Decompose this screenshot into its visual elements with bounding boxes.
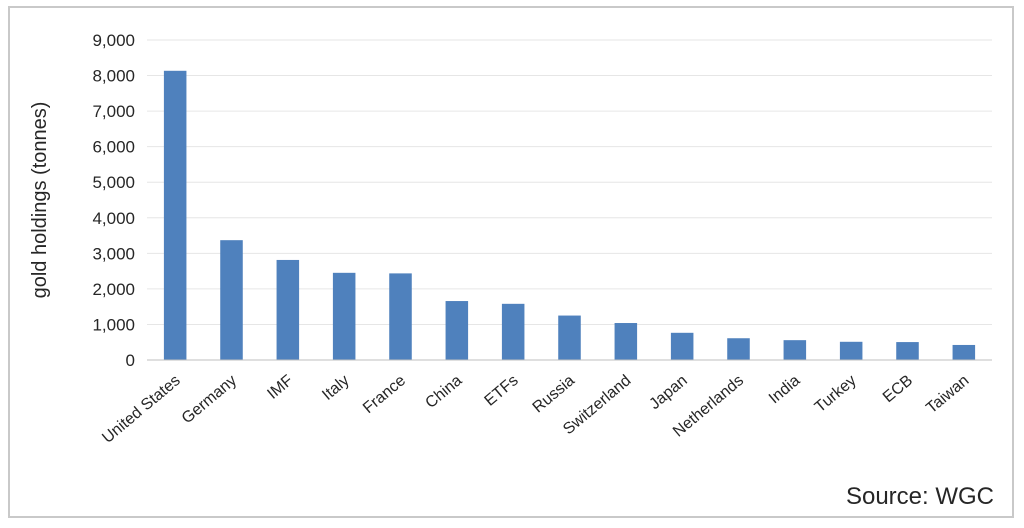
bar-china: [445, 301, 469, 360]
x-tick-label: Turkey: [812, 372, 860, 416]
x-tick-label: Italy: [319, 372, 352, 404]
y-tick-label: 1,000: [92, 315, 135, 334]
y-tick-label: 5,000: [92, 173, 135, 192]
y-axis-label: gold holdings (tonnes): [29, 102, 51, 299]
x-tick-label: ETFs: [482, 372, 522, 410]
y-axis-ticks: 0 1,000 2,000 3,000 4,000 5,000 6,000 7,000 8,00…: [92, 31, 135, 370]
y-tick-label: 7,000: [92, 102, 135, 121]
x-tick-label: China: [422, 372, 465, 412]
x-tick-label: Japan: [646, 372, 690, 413]
bar-france: [389, 273, 412, 360]
bar-ecb: [896, 342, 919, 360]
bar-japan: [670, 332, 694, 360]
bar-chart: 0 1,000 2,000 3,000 4,000 5,000 6,000 7,000 8,00…: [29, 31, 994, 510]
bar-etfs: [501, 303, 525, 360]
source-note: Source: WGC: [846, 483, 994, 510]
y-tick-label: 9,000: [92, 31, 135, 50]
bar-germany: [220, 240, 243, 360]
y-tick-label: 4,000: [92, 209, 135, 228]
bars: [163, 70, 976, 360]
bar-russia: [558, 315, 581, 360]
bar-imf: [276, 259, 300, 360]
x-tick-label: France: [360, 372, 409, 417]
x-tick-label: Taiwan: [923, 372, 972, 417]
y-tick-label: 6,000: [92, 138, 135, 157]
x-tick-label: ECB: [880, 372, 916, 406]
chart-frame: 0 1,000 2,000 3,000 4,000 5,000 6,000 7,000 8,00…: [8, 6, 1014, 518]
y-tick-label: 3,000: [92, 244, 135, 263]
x-tick-label: Russia: [530, 372, 578, 417]
y-tick-label: 2,000: [92, 280, 135, 299]
x-tick-label: IMF: [264, 372, 296, 403]
bar-india: [783, 340, 807, 360]
y-tick-label: 8,000: [92, 67, 135, 86]
bar-united-states: [163, 70, 187, 360]
x-tick-label: Germany: [179, 372, 240, 427]
bar-italy: [332, 272, 356, 360]
x-tick-label: India: [766, 372, 804, 407]
gridlines: [147, 39, 992, 325]
bar-taiwan: [952, 344, 976, 360]
bar-switzerland: [614, 323, 638, 360]
x-tick-label: United States: [99, 372, 184, 447]
y-tick-label: 0: [126, 351, 135, 370]
bar-turkey: [839, 341, 863, 360]
bar-netherlands: [727, 338, 750, 360]
